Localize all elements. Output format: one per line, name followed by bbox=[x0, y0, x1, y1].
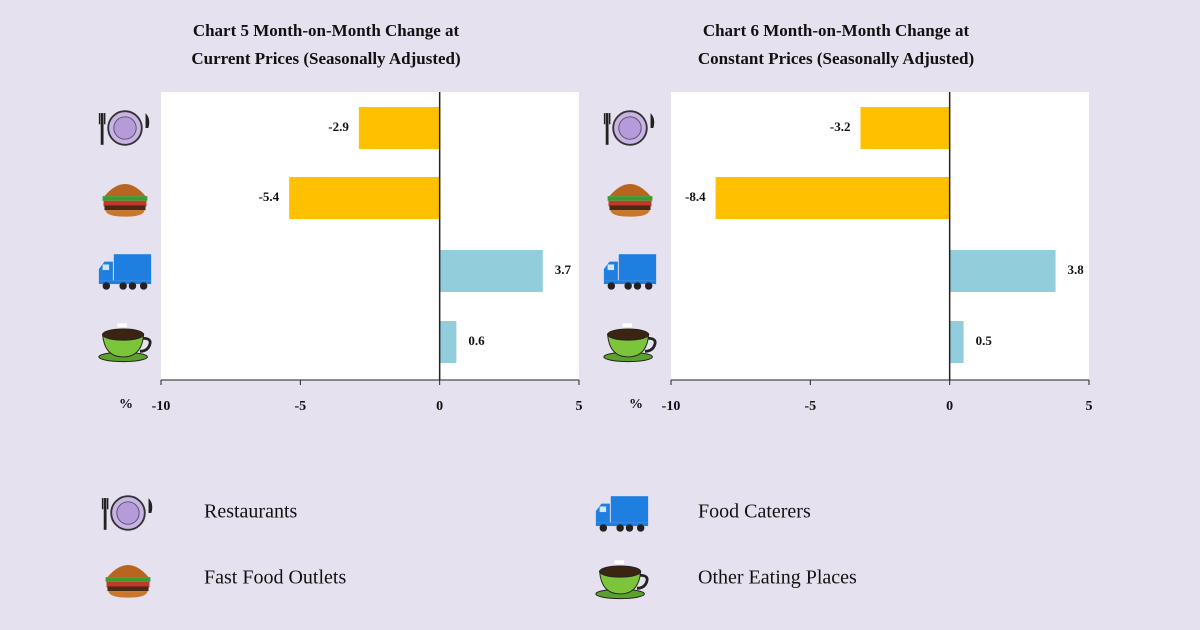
value-label: 0.5 bbox=[976, 333, 993, 348]
value-label: 3.8 bbox=[1068, 262, 1085, 277]
category-icon bbox=[97, 110, 151, 146]
value-label: -2.9 bbox=[328, 119, 349, 134]
bar bbox=[289, 177, 440, 219]
x-tick-label: 0 bbox=[436, 399, 443, 414]
category-icon bbox=[602, 321, 657, 363]
category-icon bbox=[607, 184, 653, 217]
chart-title: Current Prices (Seasonally Adjusted) bbox=[191, 49, 460, 68]
bar bbox=[949, 321, 964, 363]
bar bbox=[439, 321, 457, 363]
chart-title: Constant Prices (Seasonally Adjusted) bbox=[698, 49, 974, 68]
x-tick-label: 5 bbox=[576, 399, 583, 414]
x-tick-label: 5 bbox=[1086, 399, 1093, 414]
bar bbox=[358, 107, 440, 149]
category-icon bbox=[102, 184, 148, 217]
bar bbox=[949, 250, 1056, 292]
value-label: 3.7 bbox=[555, 262, 572, 277]
chart-title: Chart 6 Month-on-Month Change at bbox=[703, 21, 970, 40]
legend-label: Other Eating Places bbox=[698, 567, 857, 589]
legend: Restaurants Fast Food Outlets Food Caterer… bbox=[100, 495, 857, 600]
legend-icon bbox=[595, 496, 649, 532]
legend-icon bbox=[100, 495, 154, 531]
x-tick-label: -10 bbox=[662, 399, 681, 414]
x-tick-label: -10 bbox=[152, 399, 171, 414]
value-label: -5.4 bbox=[259, 189, 280, 204]
x-tick-label: 0 bbox=[946, 399, 953, 414]
chart-title: Chart 5 Month-on-Month Change at bbox=[193, 21, 460, 40]
bar bbox=[860, 107, 950, 149]
x-axis-label: % bbox=[629, 397, 643, 412]
legend-icon bbox=[594, 558, 649, 600]
category-icon bbox=[602, 110, 656, 146]
category-icon bbox=[98, 254, 152, 290]
legend-label: Fast Food Outlets bbox=[204, 567, 346, 589]
value-label: -3.2 bbox=[830, 119, 851, 134]
x-axis-label: % bbox=[119, 397, 133, 412]
value-label: 0.6 bbox=[468, 333, 485, 348]
bar bbox=[439, 250, 543, 292]
value-label: -8.4 bbox=[685, 189, 706, 204]
legend-label: Food Caterers bbox=[698, 501, 811, 523]
x-tick-label: -5 bbox=[294, 399, 306, 414]
bar bbox=[715, 177, 950, 219]
legend-label: Restaurants bbox=[204, 501, 298, 523]
category-icon bbox=[603, 254, 657, 290]
category-icon bbox=[97, 321, 152, 363]
legend-icon bbox=[105, 565, 151, 598]
x-tick-label: -5 bbox=[804, 399, 816, 414]
